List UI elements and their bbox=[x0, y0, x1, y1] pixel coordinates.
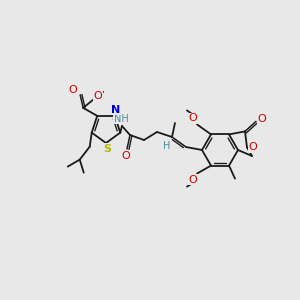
Text: O: O bbox=[189, 113, 197, 123]
Text: O: O bbox=[122, 151, 130, 161]
Text: NH: NH bbox=[114, 114, 128, 124]
Text: N: N bbox=[111, 105, 120, 115]
Text: O: O bbox=[94, 91, 103, 101]
Text: S: S bbox=[103, 144, 111, 154]
Text: O: O bbox=[189, 175, 197, 184]
Text: O: O bbox=[258, 114, 266, 124]
Text: O: O bbox=[249, 142, 257, 152]
Text: H: H bbox=[163, 141, 171, 151]
Text: O: O bbox=[69, 85, 78, 95]
